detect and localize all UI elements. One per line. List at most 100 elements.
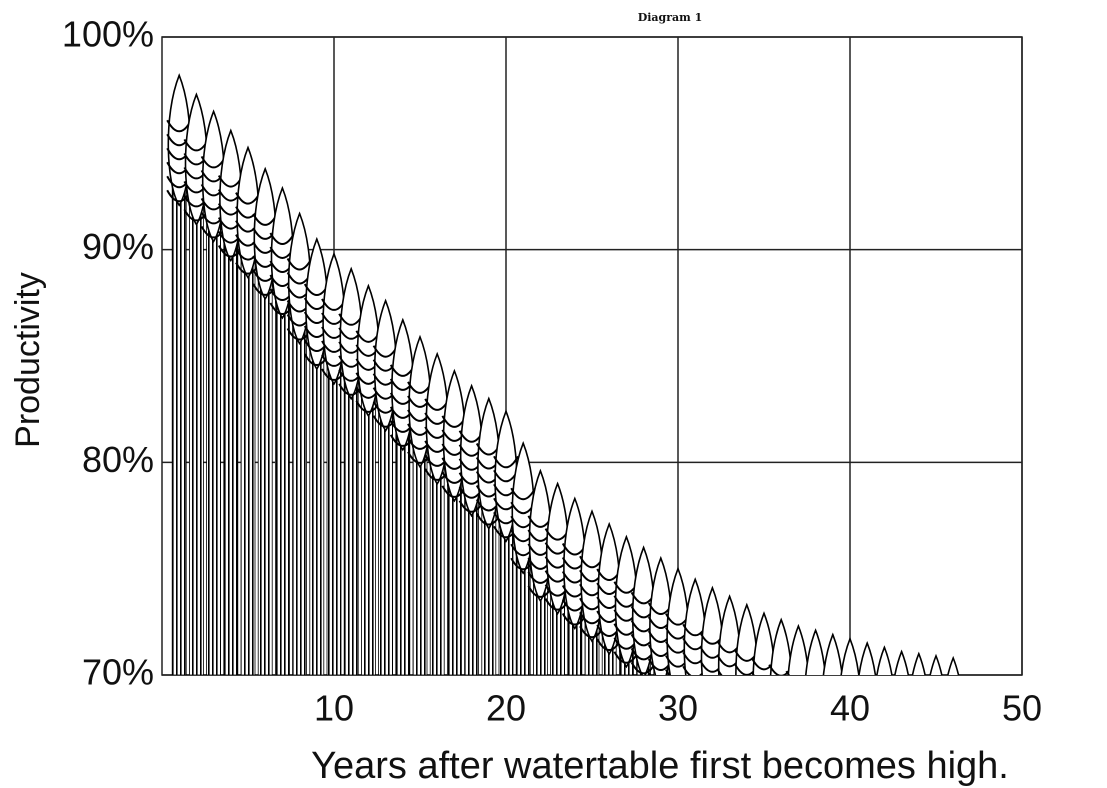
ear-grain <box>544 528 571 611</box>
ear-grain <box>733 649 760 675</box>
wheat-bar <box>355 283 382 675</box>
ear-grain <box>183 138 210 222</box>
wheat-bar <box>252 166 279 675</box>
stem <box>257 268 273 675</box>
ear-grain <box>785 670 812 675</box>
ear-grain <box>217 175 244 258</box>
y-tick-label: 100% <box>62 14 154 55</box>
wheat-bar <box>527 468 554 675</box>
wheat-bar <box>596 521 623 675</box>
stem <box>171 174 187 675</box>
ear-grain <box>768 664 795 675</box>
wheat-bar <box>303 236 330 675</box>
ear <box>787 623 810 675</box>
ear-grain <box>252 213 279 296</box>
ear <box>805 628 827 675</box>
wheat-bar <box>947 655 960 675</box>
wheat-bar <box>876 645 893 675</box>
wheat-bar <box>613 534 640 675</box>
wheat-bar <box>785 623 812 675</box>
x-tick-label: 40 <box>830 688 870 729</box>
ear <box>929 653 943 675</box>
ear <box>511 441 535 575</box>
ear-grain <box>338 313 365 396</box>
ear-grain <box>699 632 726 675</box>
ear-grain <box>613 581 640 664</box>
ear-grain <box>527 515 554 598</box>
wheat-bar <box>286 211 313 675</box>
wheat-bar <box>544 481 571 675</box>
wheat-bar <box>858 640 877 675</box>
ear <box>270 185 295 320</box>
wheat-bar <box>579 509 605 675</box>
ear-grain <box>751 657 777 675</box>
y-tick-label: 80% <box>82 439 154 480</box>
wheat-bar <box>804 628 827 675</box>
stem <box>326 353 342 675</box>
ear-grain <box>235 192 261 275</box>
wheat-bar <box>269 185 296 675</box>
ear-grain <box>579 555 605 639</box>
stem <box>309 338 325 675</box>
ear-grain <box>389 364 416 447</box>
wheat-bar <box>338 266 365 675</box>
wheat-bar <box>929 653 943 675</box>
x-tick-label: 20 <box>486 688 526 729</box>
wheat-bar <box>840 636 860 675</box>
ear <box>752 611 776 675</box>
wheat-bar <box>166 73 193 675</box>
ear-grain <box>200 155 227 239</box>
ear-grain <box>458 430 485 513</box>
ear-grain <box>286 258 313 341</box>
wheat-bar <box>200 109 227 675</box>
ear-grain <box>424 398 451 481</box>
wheat-bar <box>510 441 537 675</box>
ear-grain <box>561 543 588 626</box>
stem <box>292 313 308 675</box>
wheat-bar <box>217 128 244 675</box>
ear-grain <box>475 443 502 526</box>
wheat-bar <box>894 649 910 675</box>
ear-grain <box>303 283 330 367</box>
ear <box>287 211 312 345</box>
stem <box>343 368 359 675</box>
ear <box>822 632 843 675</box>
wheat-bar <box>321 251 347 675</box>
ear-grain <box>665 613 691 675</box>
ear-grain <box>355 330 382 413</box>
ear <box>911 651 926 675</box>
x-tick-label: 10 <box>314 688 354 729</box>
stem <box>240 247 256 675</box>
ear <box>858 640 877 675</box>
ear-grain <box>682 623 709 675</box>
ear <box>840 636 860 675</box>
stem <box>395 419 411 675</box>
wheat-bar <box>682 577 709 675</box>
ear-grain <box>441 415 468 498</box>
stem <box>360 385 376 675</box>
wheat-bar <box>768 617 795 675</box>
x-tick-label: 30 <box>658 688 698 729</box>
wheat-bar <box>493 409 519 675</box>
ear-grain <box>630 591 657 675</box>
bars <box>166 73 960 675</box>
y-tick-label: 70% <box>82 652 154 693</box>
ear <box>769 617 793 675</box>
ear-grain <box>493 455 519 539</box>
ear-grain <box>372 345 399 428</box>
wheat-bar <box>751 611 777 675</box>
wheat-bar <box>424 351 451 675</box>
ear-grain <box>510 487 537 571</box>
ear-grain <box>596 568 623 651</box>
y-tick-label: 90% <box>82 226 154 267</box>
wheat-bar <box>441 368 468 675</box>
ear-grain <box>269 232 296 315</box>
ear <box>236 145 260 280</box>
ear-grain <box>321 298 347 381</box>
stem <box>412 436 428 675</box>
ear-grain <box>647 602 674 675</box>
stem <box>274 287 290 675</box>
stem <box>188 194 204 675</box>
stem <box>223 230 239 675</box>
